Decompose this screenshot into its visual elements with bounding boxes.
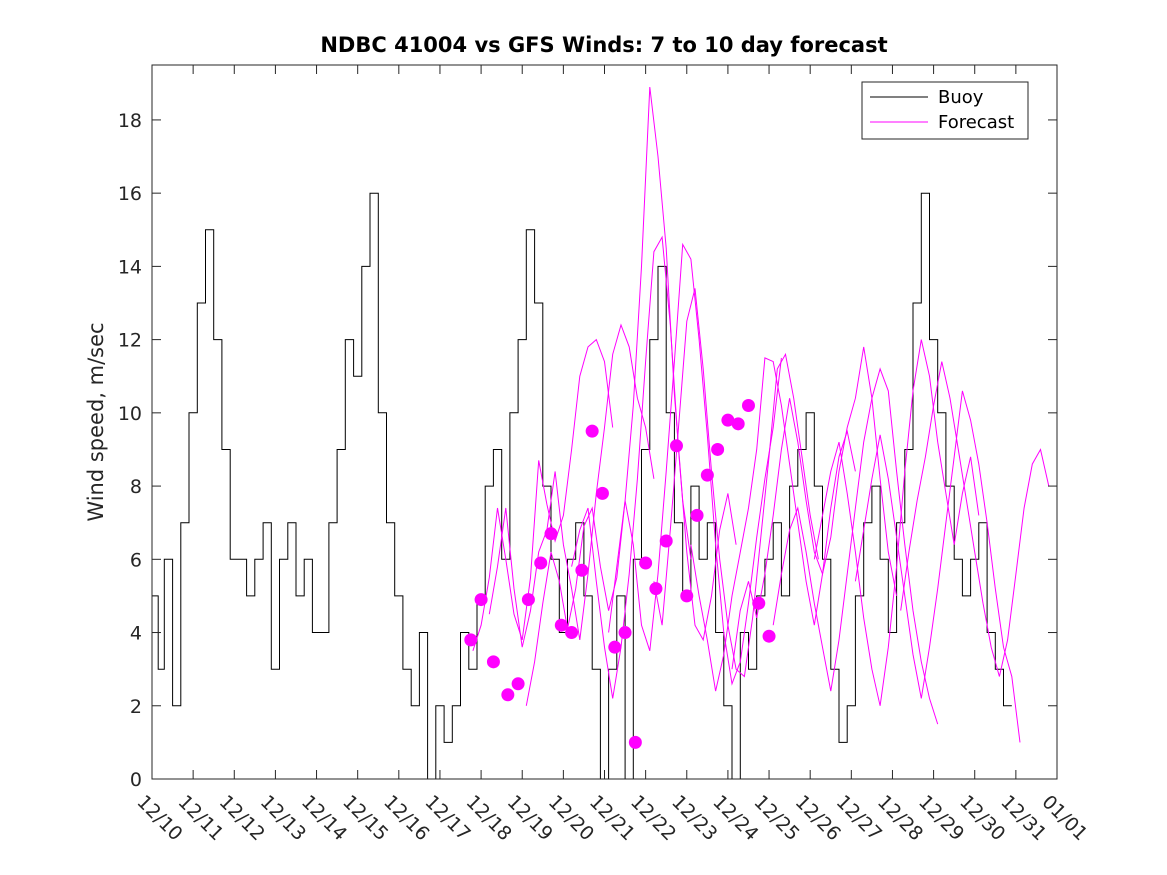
forecast-marker (669, 439, 683, 453)
forecast-marker (649, 582, 663, 596)
x-tick-label: 12/31 (996, 791, 1050, 845)
forecast-marker (731, 417, 745, 431)
x-tick-label: 12/19 (503, 791, 557, 845)
forecast-member-6 (690, 357, 856, 692)
forecast-marker (618, 626, 632, 640)
x-tick-label: 12/30 (955, 791, 1009, 845)
plot-area (152, 86, 1050, 779)
x-tick-label: 12/18 (462, 791, 516, 845)
y-tick-label: 14 (118, 256, 142, 278)
x-tick-label: 12/17 (420, 791, 474, 845)
legend-forecast-label: Forecast (938, 112, 1014, 133)
forecast-member-5 (653, 288, 819, 678)
forecast-marker (721, 413, 735, 427)
forecast-marker (464, 633, 478, 647)
legend: Buoy Forecast (861, 81, 1029, 140)
x-tick-label: 12/13 (256, 791, 310, 845)
forecast-marker (639, 556, 653, 570)
forecast-marker (690, 508, 704, 522)
forecast-member-8 (772, 367, 939, 725)
series-buoy-line (152, 192, 1012, 779)
legend-box (861, 81, 1029, 140)
forecast-member-11 (900, 361, 1050, 677)
plot-layer (152, 86, 1050, 779)
forecast-marker (486, 655, 500, 669)
y-tick-label: 2 (130, 696, 142, 718)
forecast-marker (608, 640, 622, 654)
forecast-marker (628, 735, 642, 749)
forecast-member-10 (854, 390, 1021, 743)
x-tick-label: 12/26 (791, 791, 845, 845)
plot-frame (151, 64, 1058, 780)
x-tick-label: 12/10 (132, 791, 186, 845)
y-tick-label: 8 (130, 476, 142, 498)
forecast-member-0 (472, 338, 614, 651)
forecast-marker (534, 556, 548, 570)
forecast-marker (501, 688, 515, 702)
forecast-marker (565, 626, 579, 640)
x-tick-label: 12/15 (338, 791, 392, 845)
x-tick-label: 12/11 (174, 791, 228, 845)
x-tick-label: 12/28 (873, 791, 927, 845)
forecast-marker (595, 486, 609, 500)
forecast-marker (521, 593, 535, 607)
y-tick-label: 6 (130, 549, 142, 571)
forecast-marker (554, 618, 568, 632)
y-tick-label: 4 (130, 623, 142, 645)
forecast-member-2 (525, 86, 692, 706)
x-tick-label: 01/01 (1037, 791, 1091, 845)
forecast-member-4 (608, 242, 782, 686)
forecast-marker (711, 442, 725, 456)
forecast-marker (680, 589, 694, 603)
x-tick-label: 12/16 (379, 791, 433, 845)
chart-title: NDBC 41004 vs GFS Winds: 7 to 10 day for… (320, 33, 887, 57)
forecast-marker (700, 468, 714, 482)
y-tick-label: 16 (118, 183, 142, 205)
forecast-marker (659, 534, 673, 548)
forecast-marker (762, 629, 776, 643)
forecast-marker (741, 399, 755, 413)
x-axis: 12/1012/1112/1212/1312/1412/1512/1612/17… (132, 65, 1092, 845)
y-tick-label: 18 (118, 110, 142, 132)
x-tick-label: 12/24 (708, 791, 762, 845)
x-tick-label: 12/14 (297, 791, 351, 845)
forecast-marker (575, 563, 589, 577)
forecast-member-9 (813, 339, 980, 706)
forecast-marker (474, 593, 488, 607)
forecast-marker (544, 527, 558, 541)
y-tick-label: 10 (118, 403, 142, 425)
y-axis: 0 2 4 6 8 10 12 14 16 18 (118, 110, 1057, 791)
legend-buoy-label: Buoy (938, 87, 984, 108)
forecast-member-1 (488, 323, 655, 648)
x-tick-label: 12/21 (585, 791, 639, 845)
forecast-marker (585, 424, 599, 438)
forecast-marker (511, 677, 525, 691)
x-tick-label: 12/22 (626, 791, 680, 845)
x-tick-label: 12/27 (832, 791, 886, 845)
y-tick-label: 12 (118, 330, 142, 352)
forecast-member-3 (571, 235, 737, 699)
forecast-marker (752, 596, 766, 610)
x-tick-label: 12/23 (667, 791, 721, 845)
x-tick-label: 12/20 (544, 791, 598, 845)
x-tick-label: 12/25 (749, 791, 803, 845)
y-tick-label: 0 (130, 769, 142, 791)
x-tick-label: 12/12 (215, 791, 269, 845)
x-tick-label: 12/29 (914, 791, 968, 845)
y-axis-label: Wind speed, m/sec (84, 322, 108, 521)
